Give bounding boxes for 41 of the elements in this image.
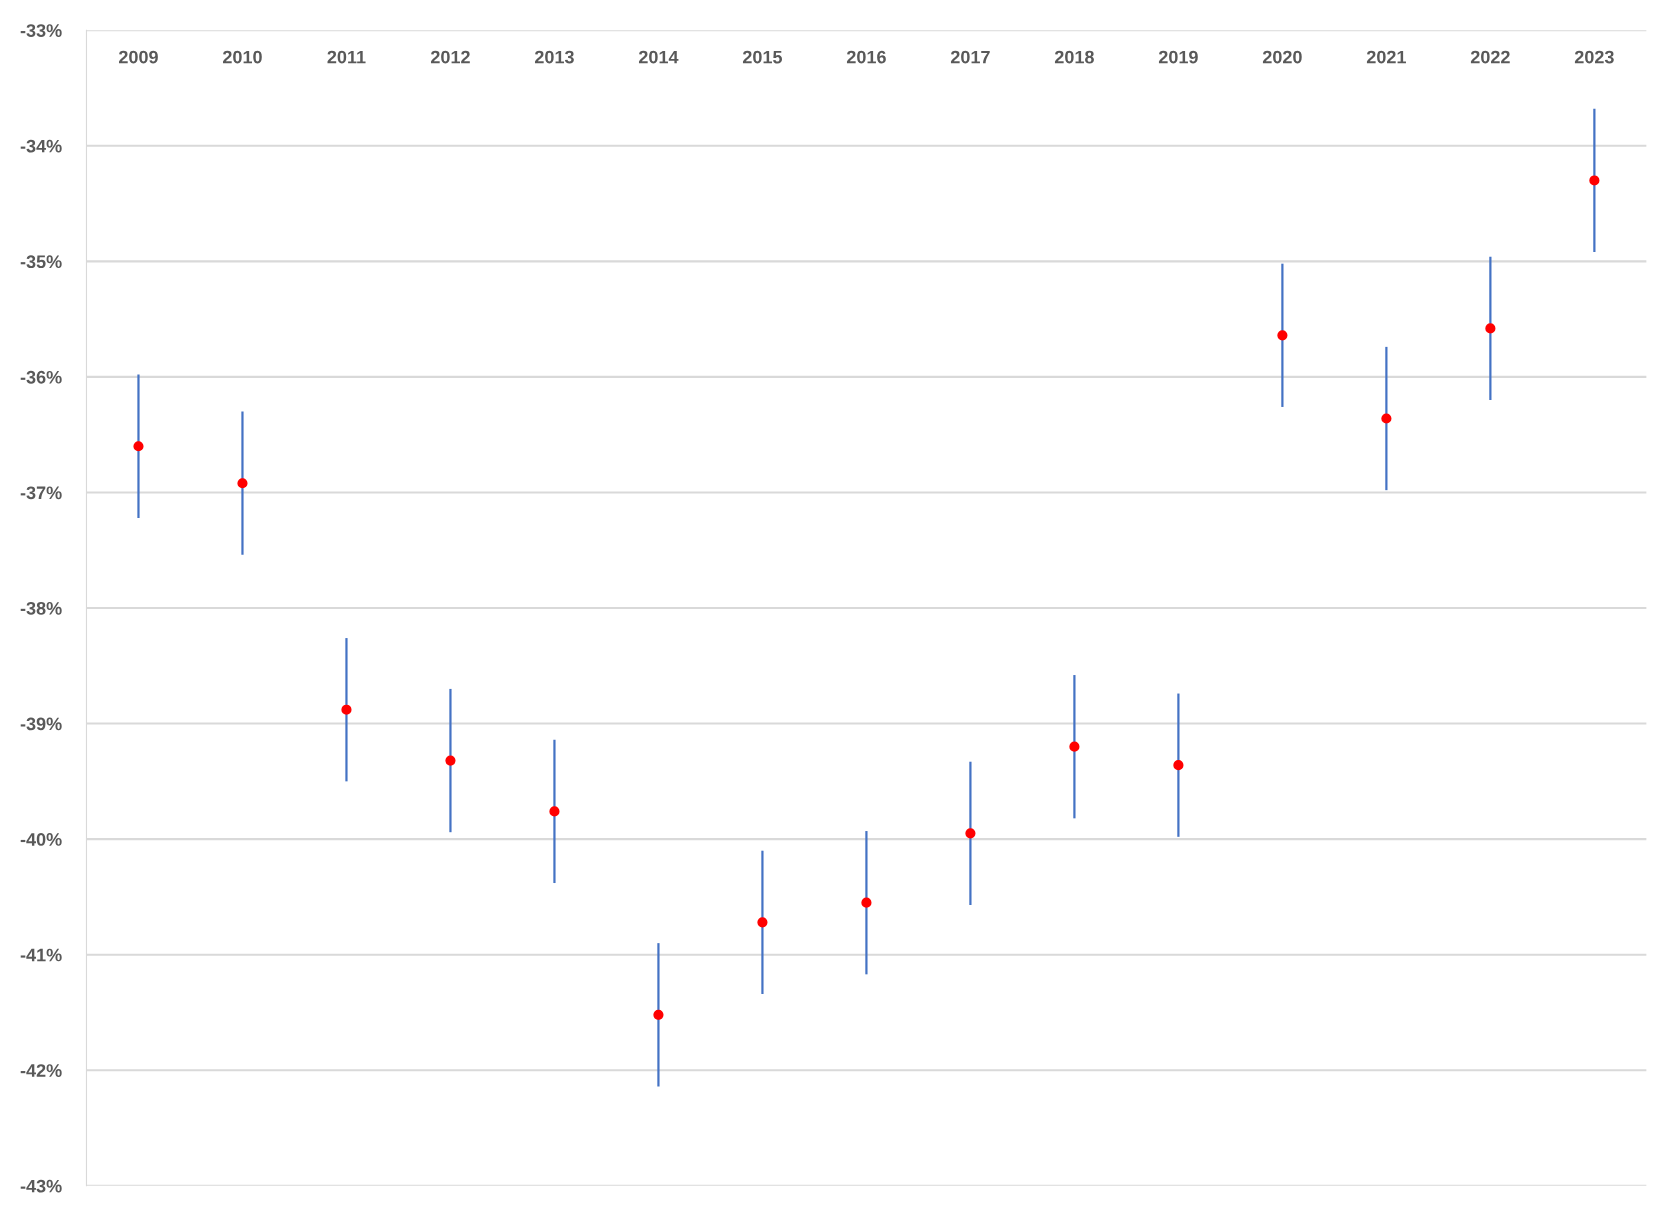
x-tick-label: 2013 xyxy=(534,50,574,64)
x-tick-label: 2022 xyxy=(1470,50,1510,64)
point xyxy=(757,917,768,928)
y-tick-label: -36% xyxy=(20,370,62,384)
x-tick-label: 2010 xyxy=(223,50,262,64)
y-tick-label: -33% xyxy=(20,24,62,37)
point xyxy=(341,704,352,715)
x-tick-label: 2021 xyxy=(1366,50,1406,64)
x-tick-label: 2023 xyxy=(1574,50,1614,64)
y-tick-label: -35% xyxy=(20,255,62,269)
x-tick-label: 2016 xyxy=(846,50,886,64)
x-tick-label: 2019 xyxy=(1158,50,1198,64)
y-tick-label: -38% xyxy=(20,601,62,615)
point xyxy=(1485,323,1496,334)
point xyxy=(237,478,248,489)
point xyxy=(861,897,872,908)
point xyxy=(445,755,456,766)
y-tick-label: -42% xyxy=(20,1064,62,1077)
x-tick-label: 2009 xyxy=(119,50,158,64)
x-tick-label: 2018 xyxy=(1054,50,1094,64)
y-tick-label: -41% xyxy=(20,948,62,962)
point xyxy=(1589,175,1600,186)
y-tick-label: -40% xyxy=(20,833,62,846)
x-tick-label: 2012 xyxy=(431,50,470,64)
point xyxy=(133,441,144,452)
y-tick-label: -43% xyxy=(20,1179,62,1193)
x-tick-label: 2015 xyxy=(742,50,783,64)
point xyxy=(653,1009,664,1020)
x-tick-label: 2014 xyxy=(638,50,679,64)
y-tick-label: -34% xyxy=(20,139,62,153)
x-tick-label: 2020 xyxy=(1262,50,1302,64)
y-tick-label: -39% xyxy=(20,717,62,731)
point xyxy=(1069,741,1080,752)
x-tick-label: 2017 xyxy=(950,50,990,64)
point xyxy=(965,828,976,839)
point xyxy=(1173,760,1184,771)
x-tick-label: 2011 xyxy=(327,50,366,64)
point xyxy=(1277,330,1288,341)
point xyxy=(549,806,560,817)
point xyxy=(1381,413,1392,424)
y-tick-label: -37% xyxy=(20,486,62,500)
